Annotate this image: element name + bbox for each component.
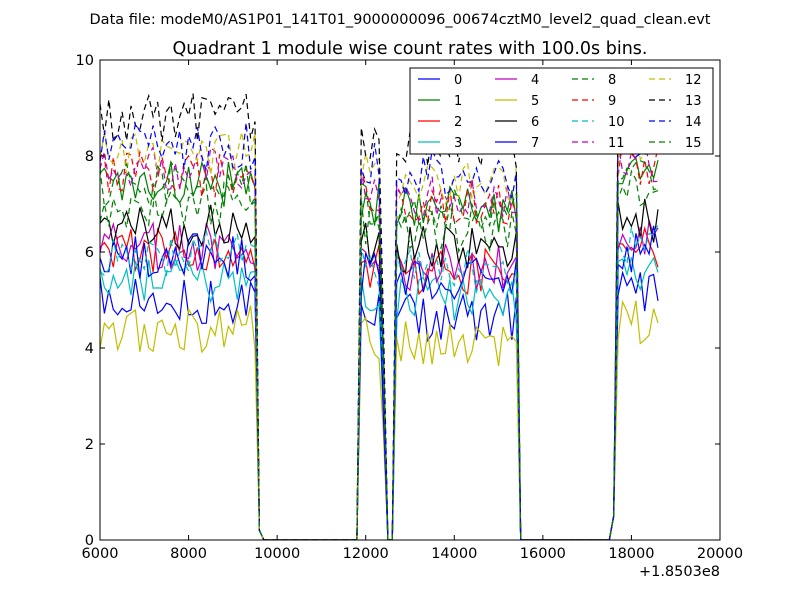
legend-label: 3 <box>454 136 462 151</box>
legend-label: 7 <box>531 136 539 151</box>
chart-suptitle: Data file: modeM0/AS1P01_141T01_90000000… <box>90 12 711 28</box>
y-tick-label: 2 <box>85 437 94 453</box>
series-line-10 <box>100 224 659 540</box>
x-tick-label: 20000 <box>697 546 743 562</box>
x-tick-label: 6000 <box>82 546 119 562</box>
x-tick-label: 8000 <box>170 546 207 562</box>
y-tick-label: 6 <box>85 245 94 261</box>
x-tick-label: 18000 <box>608 546 654 562</box>
y-tick-label: 0 <box>85 533 94 549</box>
y-tick-label: 4 <box>85 341 94 357</box>
y-tick-label: 10 <box>76 53 94 69</box>
series-line-5 <box>100 299 659 540</box>
y-tick-label: 8 <box>85 149 94 165</box>
x-tick-label: 14000 <box>431 546 477 562</box>
legend-label: 15 <box>685 136 702 151</box>
series-line-6 <box>100 198 659 540</box>
series-line-7 <box>100 225 659 540</box>
legend-label: 5 <box>531 94 539 109</box>
series-line-13 <box>100 82 659 540</box>
chart-title: Quadrant 1 module wise count rates with … <box>173 39 648 59</box>
legend-label: 6 <box>531 115 539 130</box>
series-line-15 <box>100 160 659 540</box>
legend-label: 13 <box>685 94 702 109</box>
x-tick-label: 10000 <box>254 546 300 562</box>
legend-label: 2 <box>454 115 462 130</box>
tick-layer: 6000 8000 10000 12000 14000 16000 18000 20000 0 2… <box>76 53 744 562</box>
legend-label: 14 <box>685 115 702 130</box>
legend-label: 12 <box>685 73 702 88</box>
series-line-4 <box>100 220 659 540</box>
series-line-14 <box>100 109 659 540</box>
legend-label: 10 <box>608 115 625 130</box>
legend-box <box>409 67 714 155</box>
x-tick-label: 12000 <box>343 546 389 562</box>
legend-label: 11 <box>608 136 625 151</box>
legend-label: 9 <box>608 94 616 109</box>
legend-label: 4 <box>531 73 539 88</box>
x-tick-label: 16000 <box>520 546 566 562</box>
x-offset-label: +1.8503e8 <box>639 564 720 580</box>
legend-label: 8 <box>608 73 616 88</box>
plot-frame <box>99 59 721 541</box>
series-layer <box>100 82 659 540</box>
series-line-3 <box>100 256 659 540</box>
legend-label: 0 <box>454 73 462 88</box>
legend-label: 1 <box>454 94 462 109</box>
